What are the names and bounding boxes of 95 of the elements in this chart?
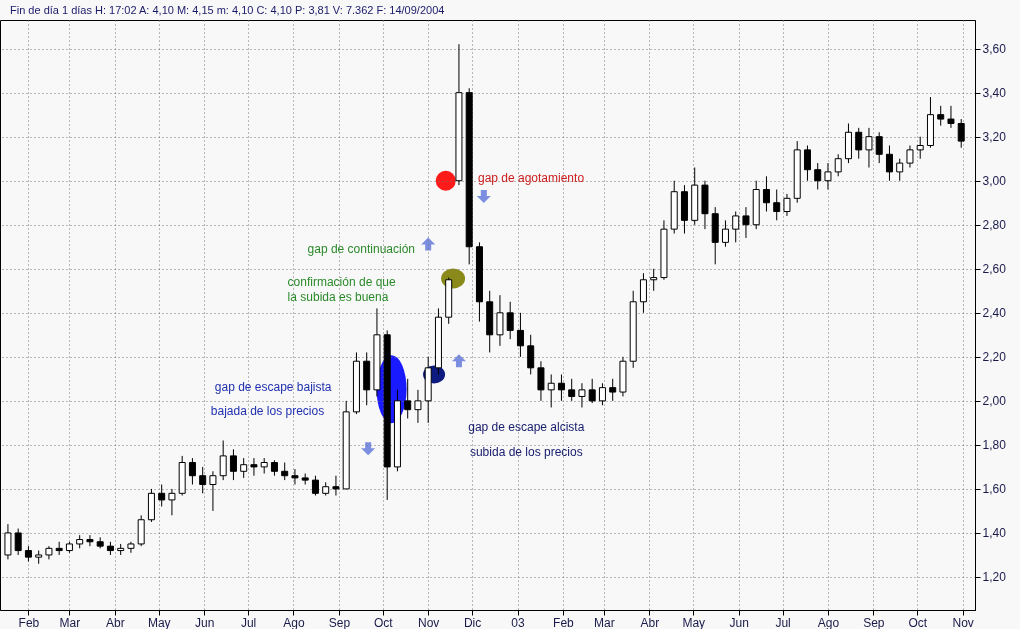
- x-tick-label: Mar: [594, 615, 615, 629]
- candlestick: [332, 475, 340, 497]
- candlestick: [885, 144, 893, 182]
- candlestick: [783, 193, 791, 217]
- x-tick-label: Ago: [817, 615, 840, 629]
- candlestick: [875, 131, 883, 164]
- x-tick-label: Jun: [194, 615, 215, 629]
- x-tick-label: Sep: [328, 615, 351, 629]
- candlestick: [14, 528, 22, 556]
- x-tick-label: Jul: [775, 615, 791, 629]
- candlestick: [824, 162, 832, 191]
- x-tick-label: Nov: [952, 615, 974, 629]
- x-tick-label: 03: [511, 615, 526, 629]
- x-tick-label: May: [147, 615, 171, 629]
- candlestick: [547, 373, 555, 408]
- x-tick-label: May: [682, 615, 706, 629]
- y-tick-label: 1,20: [982, 570, 1007, 585]
- y-tick-label: 3,00: [982, 174, 1007, 189]
- candlestick: [168, 488, 176, 516]
- candlestick: [557, 373, 565, 402]
- candlestick: [855, 127, 863, 160]
- annotation: gap de escape alcista: [468, 420, 585, 435]
- candlestick: [609, 378, 617, 402]
- y-tick-label: 2,00: [982, 394, 1007, 409]
- candlestick: [527, 334, 535, 375]
- candlestick: [814, 162, 822, 191]
- x-tick-label: Jul: [240, 615, 257, 629]
- y-tick-label: 3,20: [982, 130, 1007, 145]
- x-tick-label: Ago: [283, 615, 305, 629]
- x-tick-label: Jun: [729, 615, 749, 629]
- x-tick-label: Nov: [418, 615, 440, 629]
- candlestick: [188, 457, 196, 486]
- candlestick: [219, 439, 227, 481]
- candlestick: [650, 268, 658, 292]
- annotation: gap de agotamiento: [477, 170, 585, 185]
- candlestick: [588, 378, 596, 404]
- candlestick: [537, 360, 545, 402]
- candlestick: [916, 136, 924, 160]
- x-tick-label: Dic: [463, 615, 482, 629]
- annotation: confirmación de que la subida es buena: [287, 275, 397, 305]
- y-tick-label: 2,80: [982, 218, 1007, 233]
- candlestick: [506, 301, 514, 340]
- candlestick: [598, 382, 606, 406]
- annotation: bajada de los precios: [210, 404, 325, 419]
- candlestick: [957, 118, 965, 149]
- candlestick: [639, 272, 647, 314]
- candlestick: [578, 382, 586, 408]
- candlestick: [732, 211, 740, 243]
- y-tick-label: 2,20: [982, 350, 1007, 365]
- candlestick: [721, 219, 729, 248]
- candlestick: [240, 457, 248, 479]
- candlestick: [568, 378, 576, 402]
- y-tick-label: 1,80: [982, 438, 1007, 453]
- candlestick: [209, 470, 217, 512]
- candlestick: [803, 144, 811, 182]
- candlestick: [937, 105, 945, 127]
- annotation: gap de escape bajista: [214, 380, 332, 395]
- y-tick-label: 3,40: [982, 86, 1007, 101]
- candlestick: [311, 475, 319, 497]
- candlestick: [199, 466, 207, 494]
- x-tick-label: Oct: [908, 615, 928, 629]
- candlestick: [762, 175, 770, 213]
- x-tick-label: Mar: [59, 615, 81, 629]
- candlestick: [414, 389, 422, 424]
- annotation: subida de los precios: [469, 445, 583, 460]
- y-tick-label: 2,60: [982, 262, 1007, 277]
- annotation: gap de continuación: [307, 242, 416, 257]
- candlestick: [86, 534, 94, 547]
- candlestick: [158, 484, 166, 508]
- y-tick-label: 2,40: [982, 306, 1007, 321]
- y-tick-label: 1,40: [982, 526, 1007, 541]
- candlestick: [404, 378, 412, 419]
- chart-title: Fin de día 1 días H: 17:02 A: 4,10 M: 4,15 m: 4,10 C: 4,10 P: 3,81 V: 7.362 F: 14/09/2004: [10, 4, 445, 16]
- x-tick-label: Abr: [105, 615, 125, 629]
- candlestick: [742, 206, 750, 239]
- candlestick: [896, 158, 904, 182]
- candlestick: [4, 523, 12, 560]
- x-tick-label: Feb: [18, 615, 40, 629]
- candlestick: [516, 312, 524, 358]
- y-tick-label: 1,60: [982, 482, 1007, 497]
- candlestick: [127, 541, 135, 554]
- x-tick-label: Sep: [863, 615, 885, 629]
- candlestick: [250, 457, 258, 477]
- candlestick: [229, 448, 237, 481]
- candlestick: [865, 127, 873, 168]
- candlestick: [496, 294, 504, 347]
- y-tick-label: 3,60: [982, 42, 1007, 57]
- candlestick: [947, 105, 955, 129]
- candlestick: [906, 144, 914, 168]
- candlestick: [291, 468, 299, 486]
- x-tick-label: Abr: [640, 615, 660, 629]
- candlestick: [773, 189, 781, 221]
- candlestick: [834, 153, 842, 177]
- x-tick-label: Feb: [553, 615, 575, 629]
- x-tick-label: Oct: [373, 615, 394, 629]
